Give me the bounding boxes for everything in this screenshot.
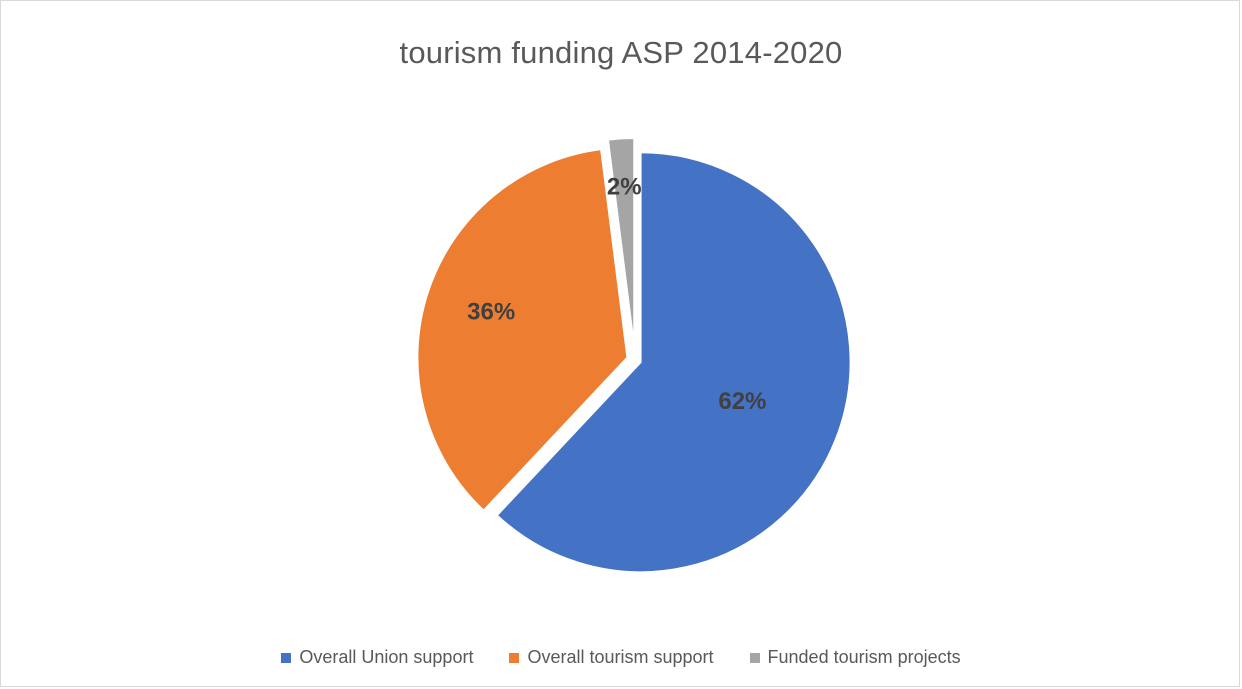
pie-slice-overall-tourism-support — [416, 148, 629, 513]
pie-slice-overall-union-support — [495, 151, 852, 574]
data-label-overall-tourism-support: 36% — [467, 299, 515, 326]
legend-swatch-overall-tourism-support — [509, 652, 520, 663]
pie-slice-funded-tourism-projects — [606, 137, 636, 349]
chart-title: tourism funding ASP 2014-2020 — [399, 35, 843, 70]
legend-item-funded-tourism-projects: Funded tourism projects — [749, 647, 961, 668]
legend-label: Overall Union support — [299, 647, 474, 667]
legend-label: Overall tourism support — [527, 647, 714, 667]
legend-swatch-overall-union-support — [281, 652, 292, 663]
data-label-overall-union-support: 62% — [718, 388, 766, 415]
legend-item-overall-union-support: Overall Union support — [281, 647, 473, 668]
legend-item-overall-tourism-support: Overall tourism support — [509, 647, 714, 668]
legend-swatch-funded-tourism-projects — [749, 652, 760, 663]
legend-label: Funded tourism projects — [767, 647, 961, 667]
data-label-funded-tourism-projects: 2% — [607, 173, 642, 200]
legend: Overall Union support Overall tourism su… — [1, 647, 1241, 668]
